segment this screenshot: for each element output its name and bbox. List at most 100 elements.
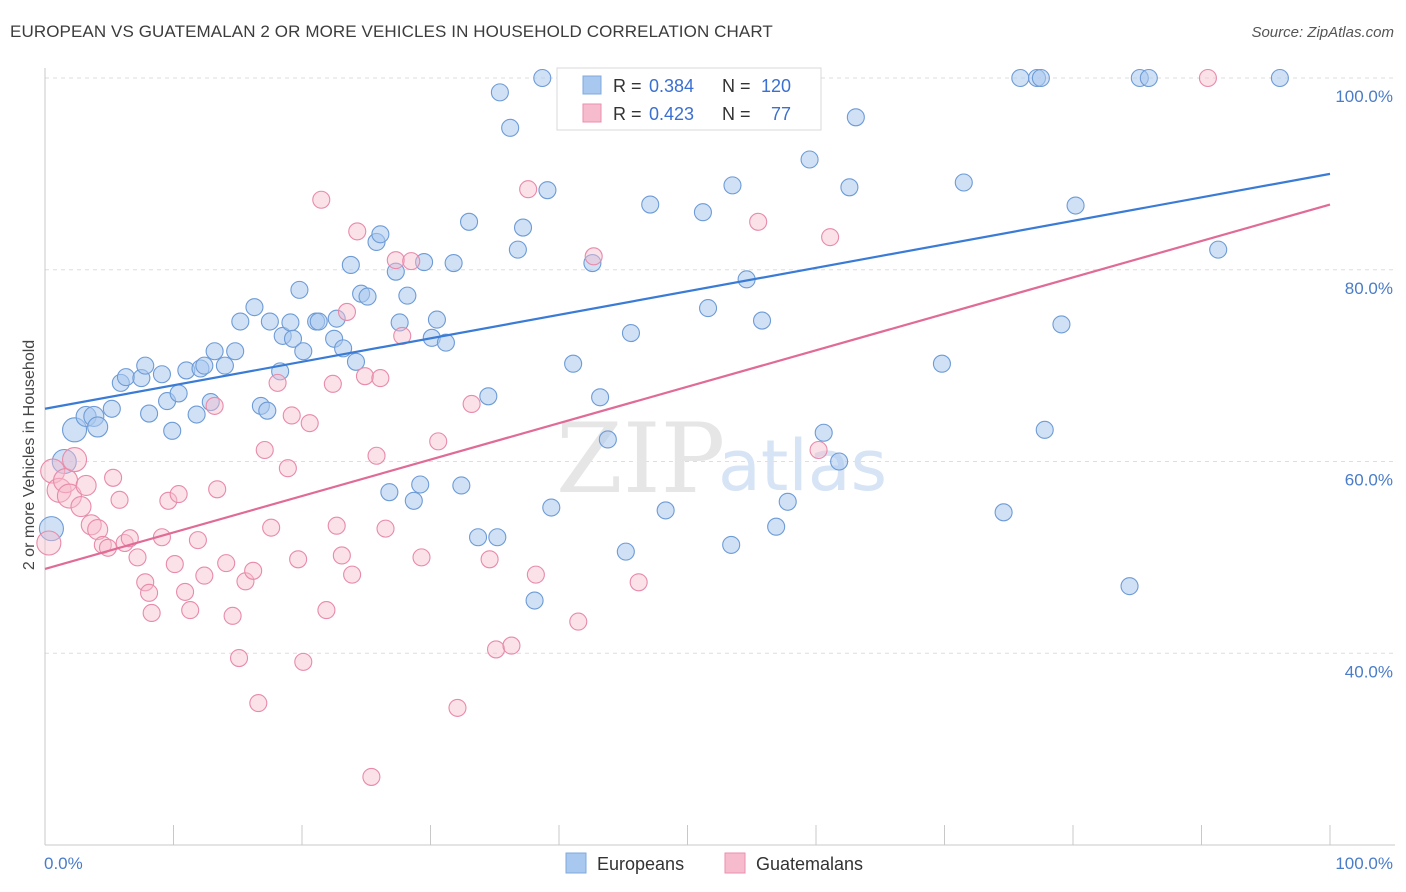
guatemalans-point (332, 546, 351, 565)
europeans-point (102, 399, 121, 418)
guatemalans-point (282, 406, 301, 425)
guatemalans-point (120, 529, 139, 548)
europeans-point (533, 68, 552, 88)
guatemalans-point (136, 573, 155, 592)
guatemalans-point (140, 583, 159, 602)
europeans-point (390, 313, 409, 332)
guatemalans-point (289, 550, 308, 569)
europeans-point (380, 483, 399, 502)
europeans-point (1031, 68, 1050, 88)
europeans-point (752, 311, 772, 330)
europeans-point (1052, 315, 1071, 334)
guatemalans-point (386, 251, 405, 270)
guatemalans-point (255, 440, 274, 460)
europeans-point (327, 309, 346, 328)
guatemalans-point (809, 440, 828, 460)
europeans-point (444, 253, 463, 273)
europeans-point (1035, 420, 1054, 439)
bottom-legend-label-europeans: Europeans (597, 854, 684, 874)
europeans-point (169, 384, 188, 403)
europeans-point (954, 173, 973, 192)
legend-n-value-1: 120 (761, 76, 791, 96)
guatemalans-point (821, 228, 840, 247)
europeans-point (598, 430, 617, 449)
guatemalans-point (181, 601, 200, 620)
europeans-point (525, 591, 544, 610)
trend-lines (44, 172, 1331, 570)
guatemalans-point (323, 374, 342, 393)
guatemalans-point (208, 480, 227, 499)
europeans-point (1209, 240, 1228, 259)
europeans-point (152, 365, 171, 384)
europeans-point (258, 401, 277, 420)
europeans-point (994, 503, 1013, 522)
europeans-point (538, 181, 557, 200)
legend-swatch-europeans (582, 75, 602, 95)
guatemalans-point (569, 612, 588, 631)
watermark-zip: ZIP (556, 403, 725, 515)
europeans-point (136, 356, 155, 375)
guatemalans-point (128, 548, 147, 567)
guatemalans-point (429, 432, 448, 451)
europeans-point (479, 387, 498, 406)
guatemalans-point (176, 582, 195, 601)
europeans-point (140, 404, 159, 423)
europeans-trend-line (44, 172, 1331, 410)
guatemalans-point (312, 190, 331, 209)
europeans-point (260, 312, 279, 331)
europeans-point (1066, 196, 1085, 215)
guatemalans-point (584, 247, 603, 266)
guatemalans-point (629, 573, 648, 592)
bottom-legend-swatch-europeans (565, 852, 587, 874)
europeans-point (488, 528, 507, 547)
europeans-point (245, 298, 264, 317)
guatemalans-point (371, 369, 390, 388)
bottom-legend-swatch-guatemalans (724, 852, 746, 874)
bottom-legend: Europeans Guatemalans (565, 852, 863, 874)
europeans-point (404, 491, 423, 510)
europeans-point (767, 517, 786, 536)
guatemalans-point (355, 367, 375, 386)
europeans-point (932, 354, 951, 373)
y-axis-label: 2 or more Vehicles in Household (21, 340, 38, 570)
guatemalans-point (1198, 68, 1217, 88)
europeans-point (490, 83, 509, 102)
guatemalans-point (40, 458, 66, 484)
x-tick-label-min: 0.0% (44, 854, 83, 873)
guatemalans-point (402, 252, 421, 271)
legend-swatch-guatemalans (582, 103, 602, 123)
europeans-point (358, 287, 377, 306)
guatemalans-point (480, 550, 499, 569)
guatemalans-point (229, 648, 249, 668)
tick-labels: 40.0% 60.0% 80.0% 100.0% 0.0% 100.0% (44, 87, 1393, 873)
europeans-point (205, 342, 224, 361)
y-tick-label: 60.0% (1345, 471, 1393, 490)
guatemalans-point (526, 565, 545, 584)
europeans-point (542, 498, 561, 517)
europeans-point (231, 312, 250, 331)
europeans-point (564, 354, 583, 373)
europeans-point (591, 388, 610, 407)
europeans-point (411, 475, 430, 494)
europeans-point (513, 218, 533, 237)
bottom-legend-label-guatemalans: Guatemalans (756, 854, 863, 874)
europeans-point (187, 405, 206, 424)
europeans-point (778, 492, 797, 511)
europeans-point (459, 212, 479, 231)
europeans-point (281, 313, 300, 332)
guatemalans-point (502, 636, 521, 655)
guatemalans-point (348, 222, 367, 241)
guatemalans-point (749, 212, 768, 231)
europeans-point (398, 286, 417, 305)
europeans-point (436, 333, 455, 352)
guatemalans-point (244, 561, 263, 580)
chart-title: EUROPEAN VS GUATEMALAN 2 OR MORE VEHICLE… (10, 22, 773, 41)
guatemalans-point (278, 459, 297, 478)
guatemalans-point (159, 491, 178, 510)
europeans-point (722, 535, 741, 554)
legend-r-value-1: 0.384 (649, 76, 694, 96)
europeans-point (163, 421, 182, 440)
guatemalans-point (62, 447, 88, 473)
europeans-point (621, 323, 641, 343)
europeans-point (415, 253, 434, 272)
